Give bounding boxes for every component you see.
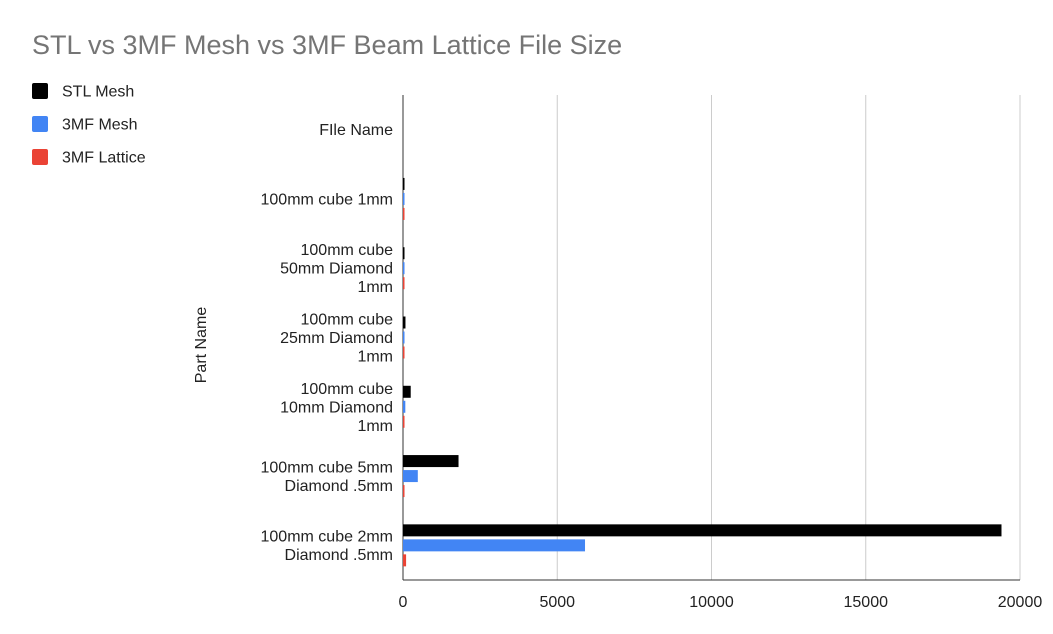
- bar-3mf-mesh: [403, 262, 405, 275]
- legend-swatch: [32, 116, 48, 132]
- legend-label: STL Mesh: [62, 84, 134, 101]
- bar-3mf-mesh: [403, 539, 586, 552]
- bar-3mf-mesh: [403, 331, 405, 344]
- x-tick-label: 0: [399, 594, 408, 611]
- bar-stl-mesh: [403, 177, 405, 190]
- category-label: 100mm cube 5mm Diamond .5mm: [261, 459, 394, 495]
- bar-3mf-lattice: [403, 277, 405, 290]
- bar-stl-mesh: [403, 385, 411, 398]
- x-tick-label: 15000: [844, 594, 889, 611]
- legend-label: 3MF Lattice: [62, 150, 146, 167]
- bar-3mf-lattice: [403, 415, 405, 428]
- bar-stl-mesh: [403, 316, 406, 329]
- category-label: 100mm cube 25mm Diamond 1mm: [280, 312, 393, 366]
- x-tick-label: 10000: [689, 594, 734, 611]
- category-label: 100mm cube 1mm: [261, 191, 394, 208]
- bar-3mf-mesh: [403, 400, 406, 413]
- bar-3mf-lattice: [403, 554, 407, 567]
- category-label: 100mm cube 2mm Diamond .5mm: [261, 529, 394, 565]
- bar-stl-mesh: [403, 524, 1002, 537]
- bar-3mf-lattice: [403, 346, 405, 359]
- bars: [403, 177, 1002, 567]
- category-label: 100mm cube 50mm Diamond 1mm: [280, 242, 393, 296]
- bar-stl-mesh: [403, 455, 459, 468]
- x-tick-labels: 0 5000 10000 15000 20000: [399, 594, 1043, 611]
- y-axis-title: Part Name: [193, 307, 210, 384]
- bar-3mf-lattice: [403, 485, 405, 498]
- bar-3mf-lattice: [403, 207, 405, 220]
- bar-3mf-mesh: [403, 470, 418, 483]
- x-tick-label: 20000: [998, 594, 1043, 611]
- legend-swatch: [32, 83, 48, 99]
- category-labels: FIle Name 100mm cube 1mm 100mm cube 50mm Di…: [261, 122, 394, 564]
- category-label: 100mm cube 10mm Diamond 1mm: [280, 381, 393, 435]
- x-tick-label: 5000: [539, 594, 575, 611]
- bar-3mf-mesh: [403, 192, 405, 205]
- legend-label: 3MF Mesh: [62, 117, 138, 134]
- chart-title: STL vs 3MF Mesh vs 3MF Beam Lattice File…: [32, 30, 622, 60]
- legend: STL Mesh 3MF Mesh 3MF Lattice: [32, 83, 146, 167]
- gridlines: [402, 95, 1021, 581]
- bar-stl-mesh: [403, 247, 405, 260]
- legend-swatch: [32, 149, 48, 165]
- category-label: FIle Name: [319, 122, 393, 139]
